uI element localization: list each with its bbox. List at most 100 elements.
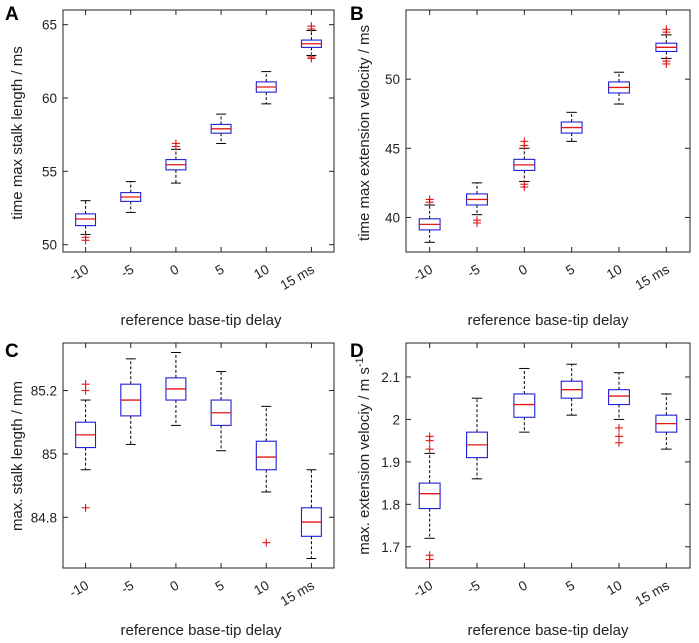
outlier-marker (520, 137, 529, 146)
y-tick-label: 2.1 (381, 370, 400, 385)
panel-d: D 1.7 1.8 1.9 2 2.1 -10 -5 0 5 10 15 ms max. extensi… (350, 341, 691, 639)
y-axis-label-superscript: -1 (354, 357, 366, 367)
x-tick-label: 0 (516, 262, 530, 279)
x-tick-label: 15 ms (278, 261, 318, 292)
outlier-marker (81, 380, 90, 389)
box-3 (165, 352, 187, 426)
plot-frame (62, 342, 335, 569)
x-tick-label: 10 (604, 262, 625, 283)
x-tick-label: 10 (604, 578, 625, 599)
y-tick-label: 50 (385, 72, 400, 87)
outlier-marker (615, 438, 623, 447)
x-axis-label: reference base-tip delay (121, 312, 282, 329)
plot-frame (405, 9, 691, 253)
outlier-marker (307, 54, 316, 63)
x-tick-label: -10 (411, 578, 435, 601)
box-6 (300, 22, 322, 63)
outlier-marker (171, 139, 180, 148)
y-tick-label: 60 (42, 91, 57, 106)
box-1 (418, 195, 441, 243)
outlier-marker (307, 22, 316, 31)
y-tick-label: 55 (42, 164, 57, 179)
outlier-marker (425, 195, 434, 204)
box-4 (210, 371, 232, 452)
box-iqr (255, 440, 277, 471)
panel-b: B 40 45 50 -10 -5 0 5 10 15 ms time max extension … (350, 4, 691, 329)
x-tick-label: 0 (167, 262, 181, 279)
panel-a: A 50 55 60 65 -10 -5 0 5 10 15 ms time max stalk le… (5, 4, 335, 329)
x-axis-label: reference base-tip delay (468, 312, 629, 329)
x-tick-label: -10 (67, 578, 91, 601)
panel-letter: D (350, 341, 364, 362)
box-2 (466, 182, 488, 227)
box-iqr (75, 213, 97, 227)
x-axis-label: reference base-tip delay (468, 622, 629, 639)
x-tick-label: -10 (411, 262, 435, 285)
box-5 (255, 71, 277, 105)
box-6 (300, 469, 322, 559)
box-1 (75, 200, 97, 245)
x-tick-label: 5 (213, 262, 227, 279)
box-6 (655, 393, 678, 450)
y-axis-label-text: time max extension velocity / ms (356, 25, 373, 241)
x-tick-label: -5 (118, 578, 136, 597)
outlier-marker (81, 503, 90, 512)
x-tick-label: -5 (465, 262, 483, 281)
panel-letter: A (5, 4, 19, 25)
y-axis-label: time max extension velocity / ms (356, 25, 373, 241)
box-2 (120, 358, 142, 445)
box-3 (513, 137, 536, 192)
y-axis-label: time max stalk length / ms (9, 46, 26, 219)
x-tick-label: 5 (213, 578, 227, 595)
y-tick-label: 45 (385, 141, 400, 156)
y-tick-label: 40 (385, 210, 400, 225)
x-tick-label: 0 (167, 578, 181, 595)
box-2 (466, 397, 488, 480)
y-axis-label: max. extension velociy / m s-1 (354, 357, 373, 554)
outlier-marker (662, 25, 671, 34)
outlier-marker (81, 236, 90, 245)
plot-frame (62, 9, 335, 253)
y-tick-label: 85 (42, 447, 57, 462)
box-iqr (418, 482, 441, 510)
y-tick-label: 85.2 (31, 384, 57, 399)
x-tick-label: -5 (118, 262, 136, 281)
y-tick-label: 50 (42, 238, 57, 253)
outlier-marker (425, 445, 434, 454)
outlier-marker (520, 183, 529, 192)
outlier-marker (662, 59, 671, 68)
x-tick-label: 5 (563, 578, 577, 595)
box-iqr (513, 393, 536, 418)
x-axis-label: reference base-tip delay (121, 622, 282, 639)
x-tick-label: 10 (251, 262, 272, 283)
box-5 (608, 372, 630, 447)
box-6 (655, 25, 678, 68)
panel-letter: C (5, 341, 19, 362)
box-5 (255, 405, 277, 547)
panel-c: C 84.8 85 85.2 -10 -5 0 5 10 15 ms max. stalk leng… (5, 341, 335, 639)
outlier-marker (425, 432, 434, 441)
y-axis-label: max. stalk length / mm (9, 381, 26, 531)
x-tick-label: -10 (67, 262, 91, 285)
y-tick-label: 1.8 (381, 497, 400, 512)
x-tick-label: -5 (465, 578, 483, 597)
panel-letter: B (350, 4, 364, 25)
y-tick-label: 65 (42, 18, 57, 33)
x-tick-label: 15 ms (632, 577, 672, 608)
y-tick-label: 2 (392, 412, 400, 427)
outlier-marker (262, 538, 271, 547)
box-3 (165, 139, 187, 184)
box-2 (120, 181, 142, 213)
y-axis-label-text: time max stalk length / ms (9, 46, 26, 219)
box-4 (210, 113, 232, 144)
outlier-marker (425, 555, 434, 564)
x-tick-label: 15 ms (632, 261, 672, 292)
y-tick-label: 1.9 (381, 455, 400, 470)
x-tick-label: 5 (563, 262, 577, 279)
box-4 (560, 111, 583, 142)
x-tick-label: 0 (516, 578, 530, 595)
box-4 (560, 363, 583, 416)
y-tick-label: 84.8 (31, 510, 57, 525)
x-tick-label: 15 ms (278, 577, 318, 608)
